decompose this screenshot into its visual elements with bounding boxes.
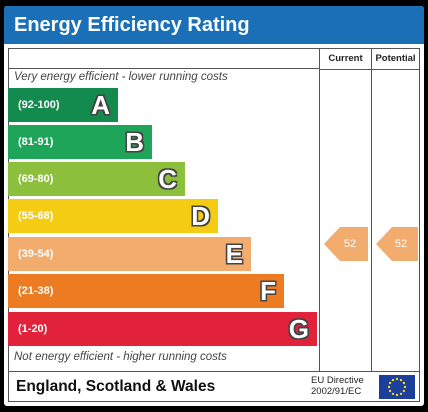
eu-directive-line1: EU Directive: [311, 375, 364, 386]
eu-directive-line2: 2002/91/EC: [311, 386, 362, 397]
footer: England, Scotland & Wales EU Directive 2…: [8, 372, 420, 402]
header-divider: [8, 68, 320, 69]
band-b: (81-91) B: [8, 125, 152, 159]
band-c-range: (69-80): [18, 173, 54, 185]
band-b-letter: B: [125, 127, 144, 157]
band-f: (21-38) F: [8, 274, 284, 308]
band-a: (92-100) A: [8, 88, 118, 122]
footer-region: England, Scotland & Wales: [16, 378, 216, 395]
band-a-range: (92-100): [18, 99, 60, 111]
band-e-letter: E: [225, 239, 243, 269]
band-e-range: (39-54): [18, 248, 54, 260]
eu-flag-icon: [379, 375, 415, 399]
eu-directive-text: EU Directive 2002/91/EC: [311, 375, 364, 397]
current-column: Current: [320, 48, 372, 372]
band-d-letter: D: [191, 201, 210, 231]
band-g-letter: G: [288, 314, 309, 344]
band-g-range: (1-20): [18, 323, 48, 335]
bottom-note: Not energy efficient - higher running co…: [14, 351, 227, 363]
band-c-letter: C: [158, 164, 177, 194]
chart-title: Energy Efficiency Rating: [4, 6, 424, 44]
band-e: (39-54) E: [8, 237, 251, 271]
band-a-letter: A: [91, 90, 110, 120]
band-d: (55-68) D: [8, 199, 218, 233]
potential-column: Potential: [372, 48, 420, 372]
current-column-header: Current: [320, 49, 371, 70]
band-d-range: (55-68): [18, 210, 54, 222]
epc-card: Energy Efficiency Rating Current Potenti…: [4, 6, 424, 406]
band-c: (69-80) C: [8, 162, 185, 196]
potential-column-header: Potential: [372, 49, 419, 70]
band-b-range: (81-91): [18, 136, 54, 148]
top-note: Very energy efficient - lower running co…: [14, 71, 228, 83]
eu-flag-stars: [387, 377, 407, 397]
band-f-letter: F: [260, 276, 276, 306]
band-f-range: (21-38): [18, 285, 54, 297]
band-g: (1-20) G: [8, 312, 317, 346]
